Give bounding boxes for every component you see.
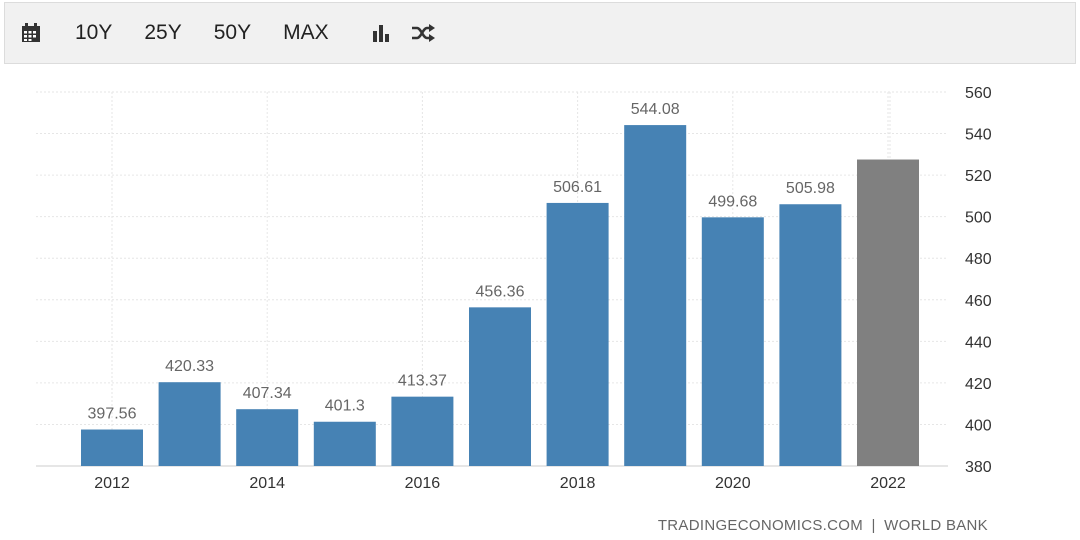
- range-25y-button[interactable]: 25Y: [144, 21, 182, 44]
- data-label-2012: 397.56: [88, 406, 137, 423]
- calendar-icon[interactable]: [15, 17, 47, 49]
- y-tick-label: 560: [965, 85, 992, 102]
- x-tick-label: 2012: [94, 475, 130, 492]
- source-provider-link[interactable]: WORLD BANK: [884, 517, 988, 534]
- bar-2017: [469, 307, 531, 466]
- x-tick-label: 2020: [715, 475, 751, 492]
- shuffle-icon[interactable]: [407, 17, 439, 49]
- source-separator: |: [871, 517, 876, 534]
- data-label-2021: 505.98: [786, 180, 835, 197]
- x-tick-label: 2018: [560, 475, 596, 492]
- source-attribution: TRADINGECONOMICS.COM | WORLD BANK: [658, 517, 988, 534]
- x-tick-label: 2014: [249, 475, 285, 492]
- x-tick-label: 2022: [870, 475, 906, 492]
- y-axis-ticks: 380 400 420 440 460 480 500 520 540 560: [965, 85, 992, 476]
- data-label-2020: 499.68: [708, 193, 757, 210]
- data-label-2019: 544.08: [631, 101, 680, 118]
- y-tick-label: 480: [965, 251, 992, 268]
- bar-2021: [779, 204, 842, 466]
- data-labels: 397.56 420.33 407.34 401.3 413.37 456.36 506.6…: [88, 101, 835, 422]
- bar-2019: [624, 125, 687, 467]
- bar-2013: [158, 382, 221, 466]
- data-label-2017: 456.36: [476, 283, 525, 300]
- y-tick-label: 520: [965, 168, 992, 185]
- bar-series: [81, 125, 919, 467]
- range-50y-button[interactable]: 50Y: [213, 21, 252, 44]
- data-label-2016: 413.37: [398, 373, 447, 390]
- y-tick-label: 420: [965, 376, 992, 393]
- chart-toolbar: 10Y 25Y 50Y MAX: [4, 2, 1076, 64]
- y-tick-label: 400: [965, 417, 992, 434]
- bar-chart-icon[interactable]: [365, 17, 397, 49]
- range-max-button[interactable]: MAX: [283, 21, 329, 44]
- data-label-2015: 401.3: [325, 398, 365, 415]
- bar-2018: [546, 202, 609, 466]
- bar-2016: [391, 396, 454, 466]
- bar-2014: [236, 409, 299, 466]
- source-site-link[interactable]: TRADINGECONOMICS.COM: [657, 517, 863, 534]
- bar-2020: [701, 217, 764, 466]
- bar-2012: [81, 429, 143, 466]
- y-tick-label: 380: [965, 459, 992, 476]
- y-tick-label: 540: [965, 127, 992, 144]
- bar-2022: [857, 159, 919, 466]
- y-tick-label: 460: [965, 293, 992, 310]
- y-tick-label: 440: [965, 334, 992, 351]
- range-10y-button[interactable]: 10Y: [75, 21, 113, 44]
- bar-2015: [313, 421, 376, 466]
- data-label-2018: 506.61: [553, 179, 602, 196]
- y-tick-label: 500: [965, 210, 992, 227]
- data-label-2014: 407.34: [243, 385, 292, 402]
- data-label-2013: 420.33: [165, 358, 214, 375]
- x-axis-ticks: 2012 2014 2016 2018 2020 2022: [94, 475, 906, 492]
- x-tick-label: 2016: [405, 475, 441, 492]
